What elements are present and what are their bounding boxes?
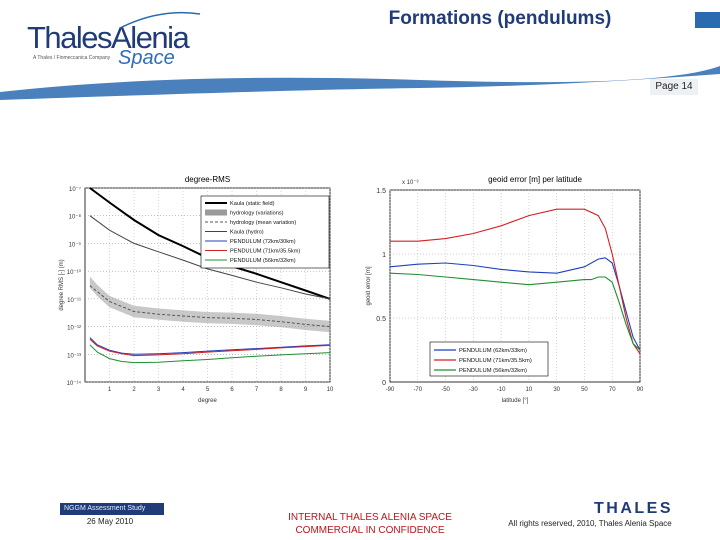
series-line bbox=[89, 285, 331, 328]
y-multiplier: x 10⁻³ bbox=[402, 180, 419, 186]
chart-title: degree-RMS bbox=[185, 175, 230, 184]
chart-title: geoid error [m] per latitude bbox=[488, 175, 582, 184]
x-axis-label: degree bbox=[198, 398, 217, 404]
legend-entry: Kaula (hydro) bbox=[230, 230, 264, 236]
series-line bbox=[389, 272, 641, 351]
confidential-line-2: COMMERCIAL IN CONFIDENCE bbox=[295, 525, 445, 536]
x-tick-label: -90 bbox=[386, 387, 395, 393]
y-axis-label: geoid error [m] bbox=[366, 266, 372, 305]
slide-title: Formations (pendulums) bbox=[388, 8, 612, 29]
degree-rms-chart: 10⁻⁷ 10⁻⁸ 10⁻⁹ 10⁻¹⁰ 10⁻¹¹ 10⁻¹² 10⁻¹³ 10⁻¹⁴ 1 2 3… bbox=[59, 175, 334, 404]
y-tick-label: 10⁻¹³ bbox=[67, 353, 81, 359]
x-tick-label: -30 bbox=[469, 387, 478, 393]
legend-entry: PENDULUM (56km/32km) bbox=[459, 368, 527, 374]
footer-study-label: NGGM Assessment Study bbox=[60, 503, 164, 515]
y-tick-label: 10⁻¹⁰ bbox=[67, 269, 82, 276]
series-line bbox=[389, 257, 641, 351]
corner-accent bbox=[695, 12, 720, 28]
legend-entry: PENDULUM (56km/32km) bbox=[230, 258, 296, 264]
legend-entry: PENDULUM (71km/35.5km) bbox=[230, 249, 300, 255]
x-tick-label: 1 bbox=[108, 387, 112, 393]
logo-wordmark: ThalesAlenia bbox=[27, 20, 190, 55]
footer-date: 26 May 2010 bbox=[86, 517, 134, 526]
x-axis-label: latitude [°] bbox=[502, 398, 529, 404]
x-tick-label: -10 bbox=[497, 387, 506, 393]
x-tick-label: 50 bbox=[581, 387, 588, 393]
legend-entry: PENDULUM (62km/33km) bbox=[459, 348, 527, 354]
series-line bbox=[89, 337, 331, 355]
x-tick-label: 70 bbox=[609, 387, 616, 393]
series-line bbox=[390, 208, 641, 355]
x-tick-label: 30 bbox=[553, 387, 560, 393]
x-tick-label: 9 bbox=[304, 387, 308, 393]
x-tick-label: -70 bbox=[413, 387, 422, 393]
y-tick-label: 10⁻⁹ bbox=[69, 241, 82, 248]
y-tick-label: 10⁻¹¹ bbox=[67, 298, 81, 304]
y-tick-label: 0 bbox=[382, 380, 386, 387]
footer-confidentiality: INTERNAL THALES ALENIA SPACE COMMERCIAL … bbox=[260, 511, 480, 537]
y-tick-label: 10⁻¹² bbox=[67, 326, 81, 332]
x-tick-label: 5 bbox=[206, 387, 210, 393]
header-swoosh bbox=[0, 11, 720, 100]
series-band-hydrology bbox=[89, 276, 331, 333]
x-tick-label: -50 bbox=[441, 387, 450, 393]
y-axis-label: degree RMS [-] (m) bbox=[59, 259, 65, 310]
geoid-error-chart: -90 -70 -50 -30 -10 10 30 50 70 90 1.5 1 0.5 0 x 10⁻³ g… bbox=[366, 175, 644, 404]
legend-entry: hydrology (mean variation) bbox=[230, 220, 296, 226]
legend-entry: hydrology (variations) bbox=[230, 211, 284, 217]
x-tick-label: 90 bbox=[637, 387, 644, 393]
logo-space: Space bbox=[118, 47, 175, 69]
y-tick-label: 1.5 bbox=[376, 188, 386, 195]
logo-subtitle: A Thales / Finmeccanica Company bbox=[33, 55, 111, 61]
x-tick-label: 3 bbox=[157, 387, 161, 393]
x-tick-label: 7 bbox=[255, 387, 259, 393]
y-tick-label: 10⁻⁷ bbox=[69, 186, 81, 193]
page-number: Page 14 bbox=[650, 79, 698, 95]
x-tick-label: 10 bbox=[526, 387, 533, 393]
legend-swatch bbox=[205, 209, 227, 216]
x-tick-label: 2 bbox=[132, 387, 136, 393]
x-tick-label: 6 bbox=[230, 387, 234, 393]
legend-entry: PENDULUM (71km/35.5km) bbox=[459, 358, 532, 364]
y-tick-label: 10⁻⁸ bbox=[69, 214, 82, 221]
legend-entry: PENDULUM (72km/30km) bbox=[230, 239, 296, 245]
x-tick-label: 4 bbox=[181, 387, 185, 393]
footer-rights: All rights reserved, 2010, Thales Alenia… bbox=[508, 519, 672, 528]
series-line bbox=[89, 338, 331, 357]
legend-entry: Kaula (static field) bbox=[230, 201, 275, 207]
series-line bbox=[89, 344, 331, 364]
series-line bbox=[89, 215, 331, 300]
x-tick-label: 10 bbox=[327, 387, 334, 393]
confidential-line-1: INTERNAL THALES ALENIA SPACE bbox=[288, 512, 452, 523]
thales-logo: THALES bbox=[594, 500, 673, 517]
x-tick-label: 8 bbox=[279, 387, 283, 393]
y-tick-label: 10⁻¹⁴ bbox=[67, 380, 82, 387]
y-tick-label: 0.5 bbox=[376, 316, 386, 323]
y-tick-label: 1 bbox=[382, 252, 386, 259]
